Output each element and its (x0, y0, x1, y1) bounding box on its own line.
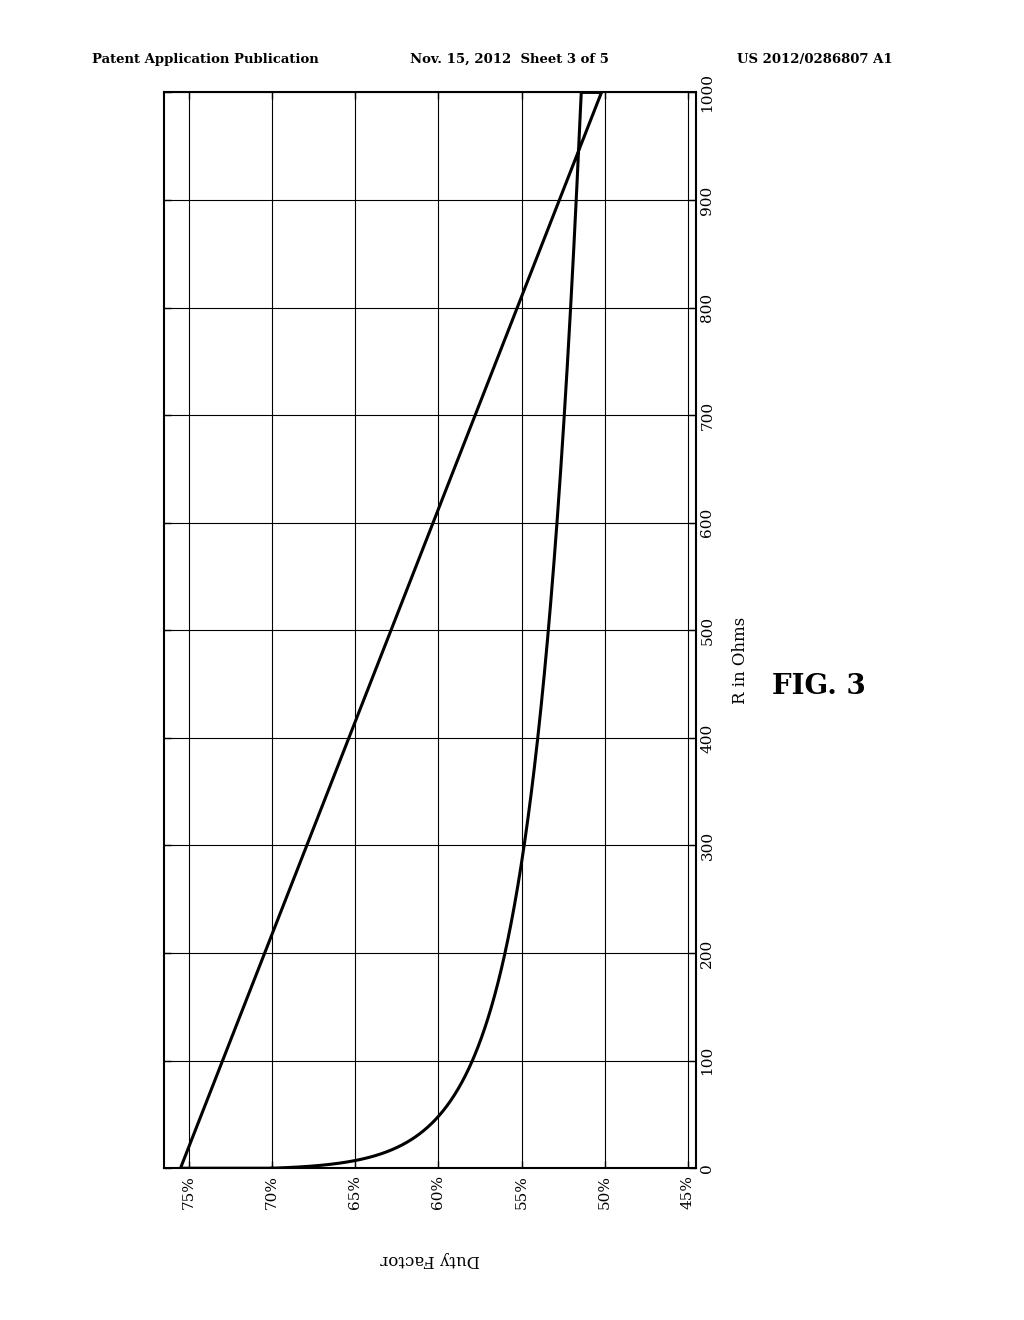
Text: Patent Application Publication: Patent Application Publication (92, 53, 318, 66)
Text: US 2012/0286807 A1: US 2012/0286807 A1 (737, 53, 893, 66)
Text: FIG. 3: FIG. 3 (772, 673, 866, 700)
Text: Nov. 15, 2012  Sheet 3 of 5: Nov. 15, 2012 Sheet 3 of 5 (410, 53, 608, 66)
X-axis label: Duty Factor: Duty Factor (380, 1251, 480, 1269)
Text: R in Ohms: R in Ohms (732, 616, 750, 704)
